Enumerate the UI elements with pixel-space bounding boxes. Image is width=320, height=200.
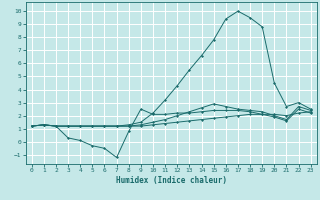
- X-axis label: Humidex (Indice chaleur): Humidex (Indice chaleur): [116, 176, 227, 185]
